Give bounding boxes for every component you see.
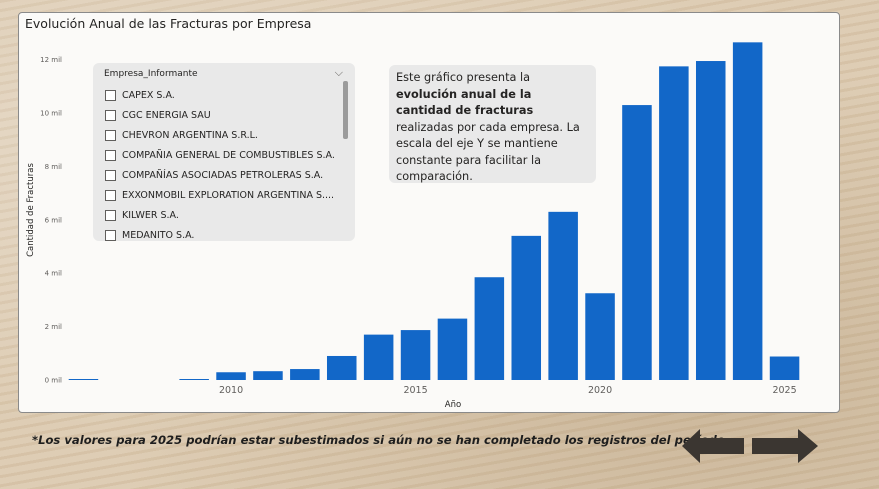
scrollbar-thumb[interactable] xyxy=(343,81,348,139)
checkbox[interactable] xyxy=(105,89,116,101)
slicer-item[interactable]: COMPAÑÍAS ASOCIADAS PETROLERAS S.A. xyxy=(105,165,337,185)
bar-2018[interactable] xyxy=(511,235,542,380)
bar-2024[interactable] xyxy=(732,42,763,380)
bar-2012[interactable] xyxy=(290,369,320,380)
y-tick-label: 4 mil xyxy=(45,270,62,278)
forward-button[interactable] xyxy=(750,428,820,464)
x-axis-label: Año xyxy=(445,400,461,410)
bar-2023[interactable] xyxy=(695,61,726,381)
slicer-item-label: CAPEX S.A. xyxy=(122,89,175,101)
chart-title: Evolución Anual de las Fracturas por Emp… xyxy=(25,16,312,31)
checkbox[interactable] xyxy=(105,149,116,161)
bar-2009[interactable] xyxy=(179,379,209,380)
bar-2022[interactable] xyxy=(659,66,689,380)
x-tick-label: 2020 xyxy=(588,385,612,396)
checkbox[interactable] xyxy=(105,169,116,181)
y-tick-label: 8 mil xyxy=(45,163,62,171)
x-tick-label: 2015 xyxy=(403,385,427,396)
chevron-down-icon[interactable]: ⌵ xyxy=(334,66,343,79)
slicer-item-label: EXXONMOBIL EXPLORATION ARGENTINA S.... xyxy=(122,189,335,201)
slicer-item[interactable]: MEDANITO S.A. xyxy=(105,225,337,245)
y-tick-label: 10 mil xyxy=(40,110,62,118)
bar-2006[interactable] xyxy=(68,379,99,380)
slicer-item[interactable]: CGC ENERGIA SAU xyxy=(105,105,337,125)
bar-2014[interactable] xyxy=(363,334,394,380)
bar-2021[interactable] xyxy=(622,105,652,381)
chart-panel: Evolución Anual de las Fracturas por Emp… xyxy=(18,12,840,413)
slicer-item-label: CHEVRON ARGENTINA S.R.L. xyxy=(122,129,258,141)
footnote: *Los valores para 2025 podrían estar sub… xyxy=(32,433,730,447)
bars[interactable] xyxy=(68,42,800,381)
checkbox[interactable] xyxy=(105,229,116,241)
x-tick-label: 2025 xyxy=(772,385,796,396)
bar-2013[interactable] xyxy=(326,355,357,380)
checkbox[interactable] xyxy=(105,209,116,221)
description-note: Este gráfico presenta la evolución anual… xyxy=(389,65,596,183)
arrow-right-icon xyxy=(752,429,818,463)
slicer-item-label: CGC ENERGIA SAU xyxy=(122,109,211,121)
note-text-end: realizadas por cada empresa. La escala d… xyxy=(396,120,580,184)
slicer-item[interactable]: EXXONMOBIL EXPLORATION ARGENTINA S.... xyxy=(105,185,337,205)
y-tick-labels: 0 mil 2 mil 4 mil 6 mil 8 mil 10 mil 12 mil xyxy=(40,56,62,384)
slicer-scrollbar[interactable] xyxy=(343,81,348,235)
x-tick-labels: 2010 2015 2020 2025 xyxy=(219,385,797,396)
y-tick-label: 0 mil xyxy=(45,377,62,385)
bar-2010[interactable] xyxy=(216,372,246,380)
y-axis-label: Cantidad de Fracturas xyxy=(26,163,36,257)
arrow-left-icon xyxy=(682,429,744,463)
bar-2025[interactable] xyxy=(769,356,800,380)
checkbox[interactable] xyxy=(105,189,116,201)
slicer-item-label: COMPAÑIA GENERAL DE COMBUSTIBLES S.A. xyxy=(122,149,335,161)
bar-2015[interactable] xyxy=(400,330,431,380)
bar-2016[interactable] xyxy=(437,318,468,380)
bar-2019[interactable] xyxy=(548,211,578,380)
slicer-item-label: MEDANITO S.A. xyxy=(122,229,195,241)
slicer-item[interactable]: CAPEX S.A. xyxy=(105,85,337,105)
bar-2017[interactable] xyxy=(474,277,505,380)
x-tick-label: 2010 xyxy=(219,385,243,396)
note-text-bold: evolución anual de la cantidad de fractu… xyxy=(396,87,534,118)
back-button[interactable] xyxy=(682,428,752,464)
bar-2011[interactable] xyxy=(253,371,283,380)
empresa-slicer[interactable]: Empresa_Informante ⌵ CAPEX S.A. CGC ENERG… xyxy=(93,63,355,241)
bar-chart: 0 mil 2 mil 4 mil 6 mil 8 mil 10 mil 12 mil 20… xyxy=(26,42,800,410)
slicer-item[interactable]: COMPAÑIA GENERAL DE COMBUSTIBLES S.A. xyxy=(105,145,337,165)
slicer-item[interactable]: KILWER S.A. xyxy=(105,205,337,225)
checkbox[interactable] xyxy=(105,129,116,141)
slicer-item-label: COMPAÑÍAS ASOCIADAS PETROLERAS S.A. xyxy=(122,169,324,181)
bar-2020[interactable] xyxy=(585,293,615,380)
y-tick-label: 2 mil xyxy=(45,323,62,331)
y-tick-label: 12 mil xyxy=(40,56,62,64)
checkbox[interactable] xyxy=(105,109,116,121)
slicer-header: Empresa_Informante xyxy=(104,69,198,79)
slicer-list: CAPEX S.A. CGC ENERGIA SAU CHEVRON ARGENTI… xyxy=(105,85,337,245)
slicer-item-label: KILWER S.A. xyxy=(122,209,179,221)
note-text-start: Este gráfico presenta la xyxy=(396,71,531,84)
slicer-item[interactable]: CHEVRON ARGENTINA S.R.L. xyxy=(105,125,337,145)
y-tick-label: 6 mil xyxy=(45,216,62,224)
